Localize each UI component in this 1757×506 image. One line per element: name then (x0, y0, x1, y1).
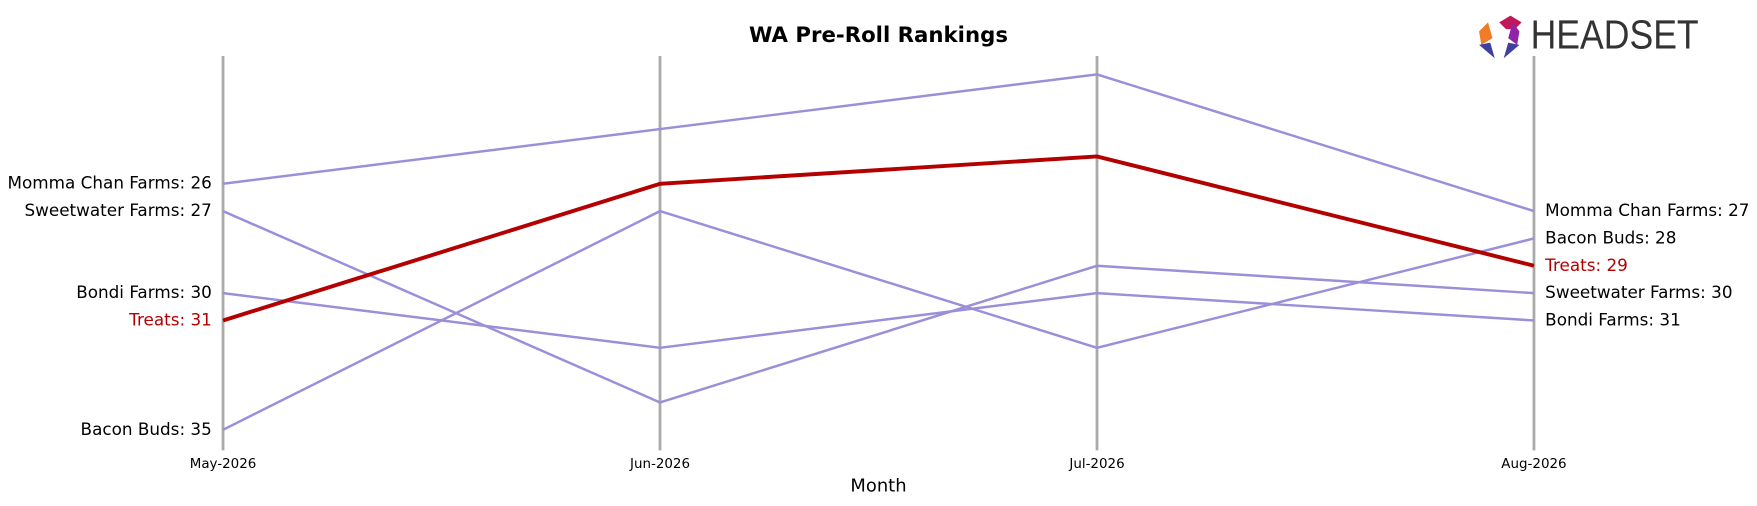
logo-mark (1508, 22, 1520, 45)
logo-mark (1479, 42, 1495, 59)
logo-mark (1499, 15, 1522, 30)
x-tick-label: Jul-2026 (1068, 457, 1124, 472)
end-label: Treats: 29 (1544, 255, 1628, 275)
end-label: Sweetwater Farms: 27 (24, 200, 211, 220)
x-tick-label: Jun-2026 (629, 457, 690, 472)
series-line (222, 291, 1535, 350)
end-label: Sweetwater Farms: 30 (1545, 282, 1732, 302)
end-label: Bacon Buds: 28 (1545, 227, 1676, 247)
series-line (222, 154, 1535, 323)
x-axis-label: Month (850, 475, 906, 496)
logo: HEADSET (1479, 12, 1699, 59)
logo-mark (1479, 22, 1493, 45)
series-line (222, 209, 1535, 431)
end-label: Bondi Farms: 31 (1545, 309, 1681, 329)
x-tick-label: Aug-2026 (1501, 457, 1566, 472)
end-label: Momma Chan Farms: 26 (8, 173, 212, 193)
logo-text: HEADSET (1531, 12, 1699, 58)
chart-title: WA Pre-Roll Rankings (749, 23, 1008, 48)
series-line (222, 209, 1535, 404)
end-label: Momma Chan Farms: 27 (1545, 200, 1749, 220)
series-line (222, 73, 1535, 213)
end-label: Bacon Buds: 35 (81, 419, 212, 439)
end-label: Bondi Farms: 30 (76, 282, 212, 302)
end-label: Treats: 31 (128, 309, 212, 329)
x-tick-label: May-2026 (190, 457, 257, 472)
logo-mark (1503, 42, 1520, 59)
